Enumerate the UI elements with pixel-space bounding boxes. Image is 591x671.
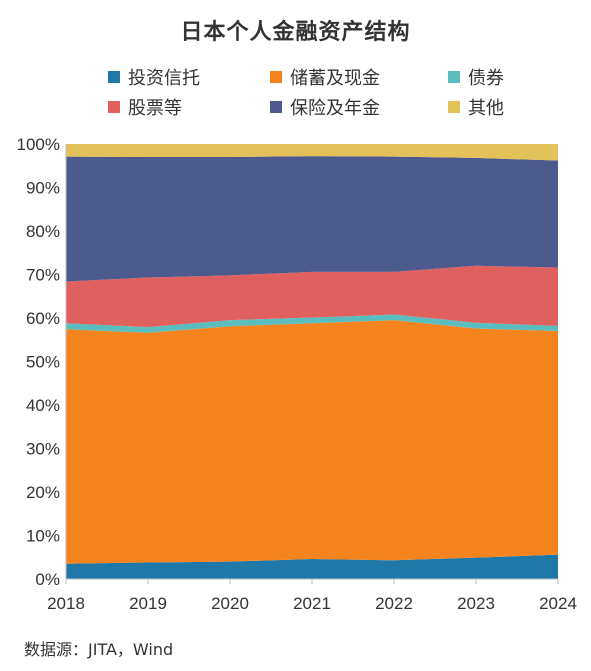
y-tick-label: 30%: [26, 440, 60, 459]
x-tick-label: 2019: [129, 594, 167, 613]
legend-item-bonds: 债券: [448, 64, 504, 90]
area-series-group: [66, 144, 558, 579]
legend-label: 投资信托: [128, 68, 200, 89]
y-tick-label: 0%: [35, 570, 60, 589]
legend-swatch: [448, 71, 460, 83]
x-tick-label: 2018: [47, 594, 85, 613]
legend-item-savings-cash: 储蓄及现金: [270, 64, 380, 90]
legend-swatch: [108, 101, 120, 113]
legend-label: 债券: [468, 68, 504, 89]
legend-item-insurance-pension: 保险及年金: [270, 94, 380, 120]
x-tick-label: 2020: [211, 594, 249, 613]
legend-label: 其他: [468, 98, 504, 119]
legend-swatch: [448, 101, 460, 113]
legend-label: 股票等: [128, 98, 182, 119]
x-tick-label: 2024: [539, 594, 577, 613]
area-5: [66, 144, 558, 161]
y-tick-label: 20%: [26, 483, 60, 502]
legend-label: 储蓄及现金: [290, 68, 380, 89]
y-tick-label: 70%: [26, 266, 60, 285]
chart-title: 日本个人金融资产结构: [180, 20, 411, 45]
legend-item-other: 其他: [448, 94, 504, 120]
source-note: 数据源：JITA，Wind: [24, 640, 174, 659]
legend-swatch: [270, 71, 282, 83]
area-0: [66, 554, 558, 579]
area-2: [66, 314, 558, 333]
area-3: [66, 265, 558, 328]
area-1: [66, 320, 558, 564]
y-tick-label: 100%: [17, 135, 60, 154]
y-tick-label: 60%: [26, 309, 60, 328]
x-tick-label: 2021: [293, 594, 331, 613]
y-tick-label: 80%: [26, 222, 60, 241]
legend-swatch: [270, 101, 282, 113]
x-tick-label: 2022: [375, 594, 413, 613]
y-tick-label: 10%: [26, 527, 60, 546]
x-tick-label: 2023: [457, 594, 495, 613]
area-4: [66, 156, 558, 282]
y-tick-label: 50%: [26, 353, 60, 372]
legend-swatch: [108, 71, 120, 83]
legend-item-investment-trust: 投资信托: [108, 64, 200, 90]
y-tick-label: 40%: [26, 396, 60, 415]
axes-group: 0% 10% 20% 30% 40% 50% 60% 70% 80% 90% 100% 2018 201…: [17, 135, 577, 613]
y-tick-label: 90%: [26, 179, 60, 198]
legend-item-stocks: 股票等: [108, 94, 182, 120]
legend-label: 保险及年金: [290, 98, 380, 119]
